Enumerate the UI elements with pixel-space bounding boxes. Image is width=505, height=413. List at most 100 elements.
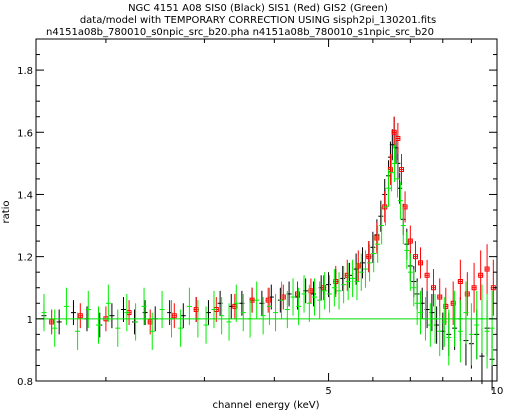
square-marker: [344, 272, 350, 278]
series-1: [49, 116, 496, 335]
gis2-point: [437, 306, 443, 357]
x-axis-label: channel energy (keV): [212, 400, 319, 411]
sis0-point: [180, 303, 186, 329]
sis0-point: [70, 300, 76, 326]
sis1-point: [457, 259, 463, 304]
gis2-point: [397, 182, 403, 220]
gis2-point: [362, 250, 368, 288]
gis2-point: [52, 309, 58, 347]
square-marker: [478, 272, 484, 278]
gis2-point: [367, 244, 373, 282]
gis2-point: [219, 297, 225, 335]
y-tick-label: 1.6: [17, 128, 33, 139]
gis2-point: [141, 287, 147, 326]
sis0-point: [56, 309, 62, 335]
sis0-point: [120, 297, 126, 322]
gis2-point: [211, 290, 217, 329]
square-marker: [395, 135, 401, 141]
square-marker: [333, 279, 339, 285]
sis1-point: [478, 250, 484, 301]
square-marker: [391, 129, 397, 135]
gis2-point: [474, 290, 480, 360]
gis2-point: [260, 297, 266, 335]
gis2-point: [392, 144, 398, 183]
square-marker: [464, 291, 470, 297]
chart-title-line-1: NGC 4151 A08 SIS0 (Black) SIS1 (Red) GIS…: [128, 3, 388, 14]
sis1-point: [391, 116, 397, 148]
gis2-point: [254, 281, 260, 319]
gis2-point: [463, 281, 469, 344]
sis1-point: [471, 262, 477, 313]
y-axis-label: ratio: [1, 200, 12, 223]
sis0-point: [326, 272, 332, 298]
y-tick-label: 1.2: [17, 253, 33, 264]
sis1-point: [412, 241, 418, 273]
gis2-point: [233, 284, 239, 322]
square-marker: [407, 238, 413, 244]
sis1-point: [344, 259, 350, 291]
square-marker: [418, 260, 424, 266]
sis1-point: [398, 154, 404, 186]
gis2-point: [124, 293, 130, 332]
gis2-point: [186, 287, 192, 326]
gis2-point: [358, 253, 364, 291]
gis2-point: [63, 287, 69, 326]
gis2-point: [203, 306, 209, 344]
gis2-point: [290, 278, 296, 316]
plot-frame: [35, 38, 498, 382]
gis2-point: [240, 293, 246, 332]
sis1-point: [295, 281, 301, 307]
gis2-point: [284, 290, 290, 329]
sis1-point: [171, 303, 177, 329]
gis2-point: [341, 265, 347, 304]
sis1-point: [374, 222, 380, 254]
gis2-point: [411, 269, 417, 307]
axis-ticks-group: 0.8 1 1.2 1.4 1.6 1.8 5 10: [17, 39, 503, 397]
y-tick-label: 1.8: [17, 66, 33, 77]
gis2-point: [394, 160, 400, 198]
chart-title-line-2: data/model with TEMPORARY CORRECTION USI…: [80, 15, 436, 26]
gis2-point: [133, 303, 139, 341]
sis0-point: [397, 172, 403, 204]
series-0: [41, 116, 495, 391]
sis0-point: [109, 303, 115, 329]
gis2-point: [312, 278, 318, 316]
gis2-point: [115, 309, 121, 347]
gis2-point: [354, 262, 360, 301]
gis2-point: [446, 309, 452, 366]
gis2-point: [418, 290, 424, 335]
sis0-point: [311, 281, 317, 307]
sis1-point: [49, 309, 55, 335]
gis2-point: [301, 275, 307, 313]
gis2-point: [414, 281, 420, 326]
gis2-point: [407, 253, 413, 291]
sis0-point: [205, 300, 211, 326]
gis2-point: [468, 303, 474, 366]
gis2-point: [371, 234, 377, 273]
square-marker: [437, 294, 443, 300]
gis2-point: [441, 297, 447, 347]
square-marker: [366, 254, 372, 260]
square-marker: [77, 313, 83, 319]
gis2-point: [457, 300, 463, 363]
square-marker: [265, 297, 271, 303]
gis2-point: [427, 303, 433, 347]
square-marker: [398, 167, 404, 173]
square-marker: [295, 291, 301, 297]
gis2-point: [389, 154, 395, 192]
square-marker: [430, 285, 436, 291]
square-marker: [471, 285, 477, 291]
plot-series-group: [41, 116, 496, 391]
gis2-point: [96, 306, 102, 344]
square-marker: [450, 300, 456, 306]
gis2-point: [327, 275, 333, 313]
gis2-point: [375, 225, 381, 263]
gis2-point: [484, 293, 490, 369]
gis2-point: [159, 290, 165, 329]
gis2-point: [345, 262, 351, 301]
y-tick-label: 1: [27, 315, 33, 326]
sis1-point: [321, 275, 327, 301]
gis2-point: [382, 188, 388, 226]
square-marker: [484, 266, 490, 272]
gis2-point: [322, 272, 328, 310]
